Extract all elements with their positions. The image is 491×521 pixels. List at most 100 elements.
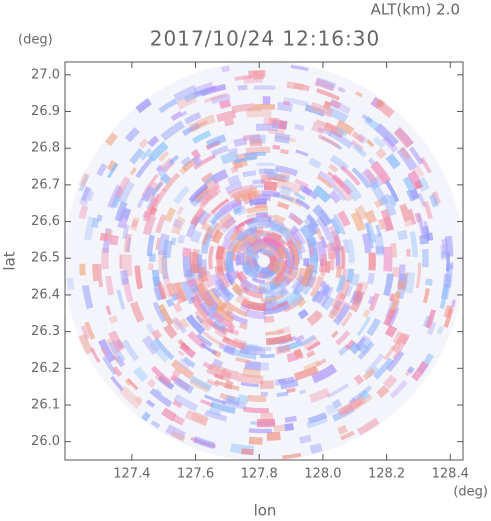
radar-cell <box>172 302 183 313</box>
radar-cell <box>417 192 427 208</box>
radar-cell <box>225 250 234 274</box>
radar-cell <box>224 118 235 127</box>
radar-cell <box>366 317 381 337</box>
radar-cell <box>384 324 398 338</box>
radar-cell <box>315 119 339 133</box>
radar-cell <box>357 342 370 355</box>
y-tick-label: 26.2 <box>31 361 60 376</box>
radar-cell <box>331 173 353 196</box>
radar-cell <box>419 157 432 174</box>
radar-cell <box>344 285 353 297</box>
radar-cell <box>150 420 161 429</box>
radar-cell <box>224 181 243 195</box>
radar-cell <box>222 272 233 284</box>
x-tick-label: 128.4 <box>432 467 469 482</box>
radar-cell <box>334 246 341 267</box>
radar-cell <box>332 179 354 203</box>
radar-cell <box>423 200 433 220</box>
radar-cell <box>235 227 253 242</box>
radar-cell <box>205 134 227 149</box>
radar-cell <box>243 264 259 281</box>
radar-cell <box>82 284 94 310</box>
radar-cell <box>171 282 187 305</box>
radar-cell <box>358 390 370 402</box>
radar-cell <box>320 253 327 277</box>
radar-cell <box>340 311 353 327</box>
radar-cell <box>196 210 211 226</box>
radar-cell <box>414 180 423 190</box>
radar-cell <box>311 121 326 135</box>
radar-cell <box>282 452 302 460</box>
radar-cell <box>266 172 290 182</box>
radar-cell <box>323 261 331 274</box>
radar-cell <box>180 156 193 168</box>
radar-cell <box>192 130 212 144</box>
y-tick-label: 26.4 <box>31 287 60 302</box>
radar-cell <box>115 339 125 350</box>
radar-cell <box>184 111 202 125</box>
radar-cell <box>443 304 453 319</box>
radar-cell <box>200 83 227 97</box>
radar-cell <box>274 245 288 260</box>
radar-cell <box>400 333 410 345</box>
radar-cell <box>149 387 173 408</box>
radar-cell <box>142 214 157 236</box>
radar-cell <box>211 229 224 244</box>
radar-cell <box>306 416 328 429</box>
radar-cell <box>355 91 363 98</box>
radar-cell <box>254 201 267 209</box>
radar-cell <box>333 214 346 236</box>
radar-cell <box>173 376 195 394</box>
radar-cell <box>384 179 400 203</box>
radar-cell <box>279 185 293 196</box>
radar-cell <box>138 138 149 149</box>
radar-cell <box>263 315 275 323</box>
radar-cell <box>277 276 292 290</box>
radar-cell <box>231 284 245 297</box>
radar-cell <box>211 358 224 370</box>
radar-cell <box>302 336 320 351</box>
radar-cell <box>189 229 202 243</box>
radar-cell <box>92 263 99 282</box>
radar-cell <box>272 144 281 150</box>
x-tick-label: 128.0 <box>304 467 341 482</box>
radar-cell <box>399 203 412 222</box>
radar-cell <box>223 299 248 317</box>
radar-cell <box>348 397 357 405</box>
radar-cell <box>317 170 336 186</box>
radar-cell <box>295 197 311 211</box>
radar-cell <box>363 116 380 131</box>
radar-cell <box>239 277 258 293</box>
radar-cell <box>140 148 152 161</box>
radar-cell <box>411 360 429 382</box>
radar-cell <box>89 347 101 363</box>
radar-cell <box>340 430 355 441</box>
radar-cell <box>363 339 373 350</box>
radar-cell <box>244 151 266 158</box>
plot-frame <box>64 61 464 461</box>
radar-cell <box>317 127 333 137</box>
radar-cell <box>364 223 374 249</box>
radar-cell <box>190 294 211 320</box>
radar-cell <box>327 305 341 320</box>
radar-cell <box>345 268 355 284</box>
y-tick-label: 26.7 <box>31 177 60 192</box>
radar-cell <box>271 300 289 310</box>
radar-cell <box>105 305 112 316</box>
radar-cell <box>129 148 145 165</box>
radar-cell <box>305 221 319 236</box>
radar-cell <box>367 272 375 285</box>
radar-cell <box>239 322 248 330</box>
radar-cell <box>370 96 395 118</box>
radar-cell <box>221 336 247 350</box>
radar-cell <box>161 407 177 422</box>
radar-cell <box>102 355 118 376</box>
radar-cell <box>209 401 236 414</box>
radar-cell <box>407 208 417 225</box>
radar-cell <box>248 428 272 434</box>
radar-cell <box>121 339 140 362</box>
radar-cell <box>266 333 293 345</box>
radar-cell <box>380 208 394 232</box>
radar-cell <box>273 214 286 225</box>
radar-cell <box>163 323 178 340</box>
